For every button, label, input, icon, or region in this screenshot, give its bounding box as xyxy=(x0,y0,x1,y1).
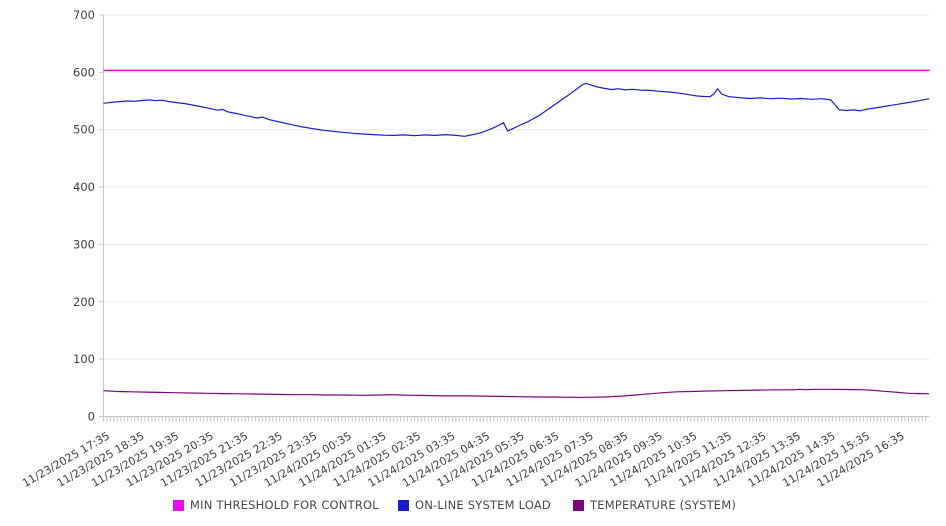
series-line-1 xyxy=(103,82,930,137)
y-tick-label: 400 xyxy=(73,180,95,194)
series-line-2 xyxy=(103,388,930,398)
x-minor-ticks xyxy=(103,417,927,422)
y-tick-label: 0 xyxy=(88,410,95,424)
y-tick-label: 300 xyxy=(73,237,95,251)
y-tick-label: 700 xyxy=(73,8,95,22)
y-tick-label: 600 xyxy=(73,65,95,79)
y-tick-label: 500 xyxy=(73,123,95,137)
y-tick-label: 200 xyxy=(73,295,95,309)
y-tick-label: 100 xyxy=(73,352,95,366)
